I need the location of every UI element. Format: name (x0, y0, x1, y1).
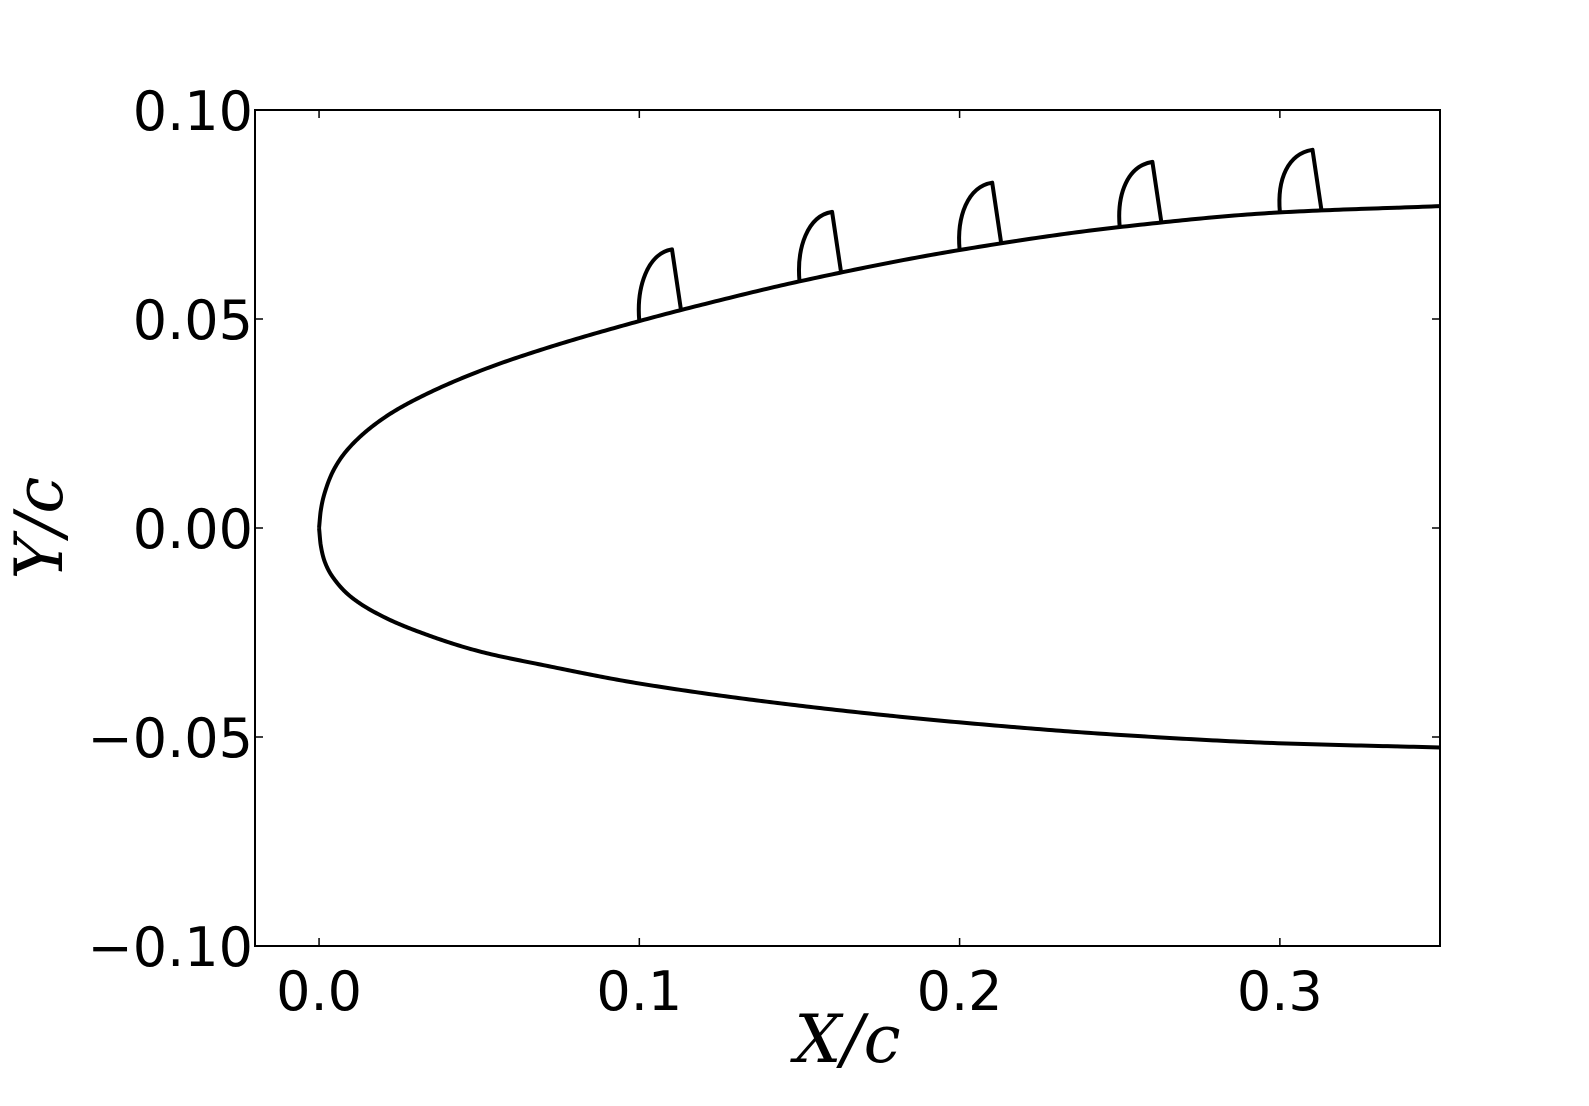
curves-layer (317, 147, 1441, 750)
x-tick-label: 0.3 (1237, 960, 1323, 1023)
lower-surface-line (317, 526, 1441, 750)
roughness-element-4 (1117, 159, 1164, 228)
y-tick-label: −0.10 (88, 916, 253, 979)
roughness-element-1 (636, 247, 683, 322)
y-tick-label: 0.05 (133, 289, 253, 352)
y-tick-label: −0.05 (88, 707, 253, 770)
x-tick-label: 0.2 (917, 960, 1003, 1023)
roughness-element-3 (957, 180, 1004, 251)
roughness-element-5 (1277, 147, 1324, 213)
roughness-element-2 (797, 209, 844, 282)
y-tick-label: 0.00 (133, 498, 253, 561)
y-tick-label: 0.10 (133, 80, 253, 143)
x-tick-label: 0.1 (596, 960, 682, 1023)
y-axis-title: Y/c (1, 477, 78, 580)
plot-frame (254, 109, 1441, 947)
x-axis-title: X/c (789, 1001, 900, 1078)
upper-surface-line (317, 204, 1441, 530)
x-tick-label: 0.0 (276, 960, 362, 1023)
ticks-layer: 0.0 0.1 0.2 0.3 0.10 0.05 0.00 −0.05 −0.10 (88, 80, 1440, 1023)
